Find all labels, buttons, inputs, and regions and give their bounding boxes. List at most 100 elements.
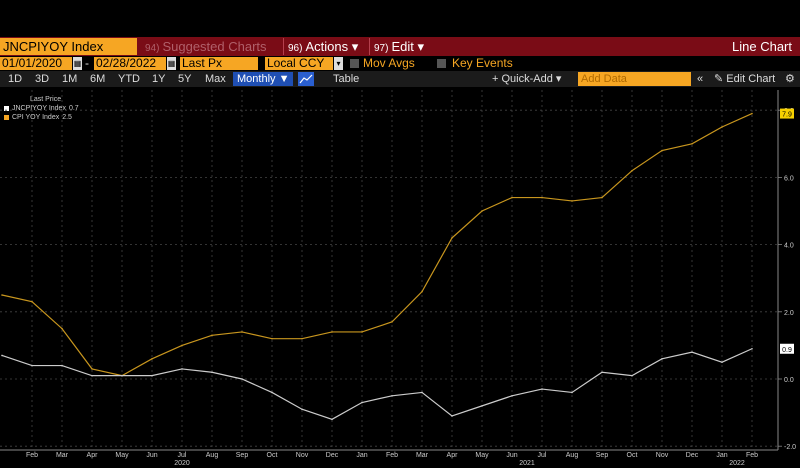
quick-add-button[interactable]: + Quick-Add ▾ bbox=[492, 73, 562, 85]
end-date-field[interactable]: 02/28/2022 bbox=[94, 57, 166, 70]
suggested-charts-menu[interactable]: 94) Suggested Charts bbox=[145, 38, 267, 55]
currency-select[interactable]: Local CCY bbox=[265, 57, 333, 70]
period-select[interactable]: Monthly ▼ bbox=[233, 72, 294, 86]
x-tick-label: Jan bbox=[716, 452, 727, 459]
data-point bbox=[631, 374, 633, 377]
data-point bbox=[661, 358, 663, 360]
legend-value: 0.7 bbox=[68, 105, 79, 112]
x-tick-label: May bbox=[115, 452, 129, 459]
legend-label: JNCPIYOY Index bbox=[12, 105, 66, 112]
data-point bbox=[241, 378, 243, 380]
y-tick-label: 4.0 bbox=[784, 243, 794, 250]
range-ytd[interactable]: YTD bbox=[118, 73, 140, 85]
legend-value: 2.5 bbox=[62, 114, 72, 121]
y-tick-label: 2.0 bbox=[784, 310, 794, 317]
line-chart-icon[interactable] bbox=[298, 72, 314, 86]
data-point bbox=[391, 395, 393, 397]
data-point bbox=[691, 143, 693, 145]
data-point bbox=[661, 149, 663, 152]
key-events-label[interactable]: Key Events bbox=[452, 56, 513, 70]
last-value-label: 7.9 bbox=[782, 112, 792, 119]
last-value-badge bbox=[780, 343, 794, 354]
x-tick-label: May bbox=[475, 452, 489, 459]
actions-menu[interactable]: 96) Actions ▾ bbox=[283, 38, 358, 55]
mov-avgs-label[interactable]: Mov Avgs bbox=[363, 56, 415, 70]
date-dash: - bbox=[85, 56, 89, 70]
x-tick-label: Jul bbox=[178, 452, 187, 459]
add-data-input[interactable]: Add Data bbox=[578, 72, 691, 86]
data-point bbox=[361, 401, 363, 404]
end-calendar-icon[interactable]: ▦ bbox=[167, 57, 176, 70]
collapse-icon[interactable]: « bbox=[697, 73, 704, 85]
data-point bbox=[301, 408, 303, 411]
key-events-checkbox[interactable] bbox=[437, 59, 446, 68]
edit-menu[interactable]: 97) Edit ▾ bbox=[369, 38, 424, 55]
x-tick-label: Sep bbox=[596, 452, 609, 459]
x-tick-label: Feb bbox=[386, 452, 398, 459]
range-1y[interactable]: 1Y bbox=[152, 73, 166, 85]
range-6m[interactable]: 6M bbox=[90, 73, 106, 85]
data-point bbox=[541, 388, 543, 390]
data-point bbox=[121, 374, 123, 377]
data-point bbox=[61, 364, 63, 367]
legend-item[interactable]: JNCPIYOY Index 0.7 bbox=[4, 104, 79, 113]
last-value-label: 0.9 bbox=[782, 347, 792, 354]
range-5y[interactable]: 5Y bbox=[178, 73, 192, 85]
last-value-badge bbox=[780, 108, 794, 119]
x-tick-label: Sep bbox=[236, 452, 249, 459]
x-tick-label: Feb bbox=[746, 452, 758, 459]
data-point bbox=[31, 300, 33, 303]
data-point bbox=[571, 391, 573, 394]
legend-swatch bbox=[4, 106, 9, 111]
legend-label: CPI YOY Index bbox=[12, 114, 60, 121]
x-tick-label: Feb bbox=[26, 452, 38, 459]
mov-avgs-checkbox[interactable] bbox=[350, 59, 359, 68]
data-point bbox=[1, 354, 3, 357]
x-tick-label: Jul bbox=[538, 452, 547, 459]
x-tick-label: Jun bbox=[506, 452, 517, 459]
data-point bbox=[691, 351, 693, 353]
x-tick-label: Apr bbox=[87, 452, 99, 459]
start-calendar-icon[interactable]: ▦ bbox=[73, 57, 82, 70]
year-label: 2022 bbox=[729, 460, 745, 467]
currency-dropdown-icon[interactable]: ▾ bbox=[334, 57, 343, 70]
year-label: 2020 bbox=[174, 460, 190, 467]
data-point bbox=[481, 210, 483, 212]
x-tick-label: Dec bbox=[686, 452, 699, 459]
start-date-field[interactable]: 01/01/2020 bbox=[0, 57, 72, 70]
x-tick-label: Nov bbox=[296, 452, 309, 459]
range-3d[interactable]: 3D bbox=[35, 73, 50, 85]
range-1d[interactable]: 1D bbox=[8, 73, 23, 85]
data-point bbox=[751, 347, 753, 350]
table-button[interactable]: Table bbox=[333, 73, 360, 85]
data-point bbox=[511, 196, 513, 199]
range-max[interactable]: Max bbox=[205, 73, 226, 85]
x-tick-label: Mar bbox=[416, 452, 429, 459]
x-tick-label: Oct bbox=[627, 452, 638, 459]
gear-icon[interactable]: ⚙ bbox=[785, 73, 795, 85]
actions-label: Actions ▾ bbox=[305, 39, 359, 54]
price-field-select[interactable]: Last Px bbox=[180, 57, 258, 70]
suggested-charts-label: Suggested Charts bbox=[162, 39, 267, 54]
edit-chart-button[interactable]: ✎ Edit Chart bbox=[714, 73, 776, 85]
y-tick-label: 6.0 bbox=[784, 175, 794, 182]
data-point bbox=[1, 294, 3, 296]
data-point bbox=[211, 334, 213, 337]
chart-type-label: Line Chart bbox=[732, 39, 792, 54]
data-point bbox=[541, 196, 543, 199]
legend-swatch bbox=[4, 115, 9, 120]
actions-number: 96) bbox=[288, 43, 303, 54]
y-tick-label: 0.0 bbox=[784, 377, 794, 384]
ticker-field[interactable]: JNCPIYOY Index bbox=[0, 38, 137, 55]
line-chart-icon-glyph bbox=[299, 74, 313, 84]
data-point bbox=[331, 418, 333, 421]
legend-item[interactable]: CPI YOY Index 2.5 bbox=[4, 113, 79, 122]
data-point bbox=[451, 237, 453, 239]
data-point bbox=[601, 371, 603, 374]
data-point bbox=[571, 200, 573, 202]
x-tick-label: Nov bbox=[656, 452, 669, 459]
range-1m[interactable]: 1M bbox=[62, 73, 78, 85]
x-tick-label: Oct bbox=[267, 452, 278, 459]
data-point bbox=[721, 126, 723, 128]
